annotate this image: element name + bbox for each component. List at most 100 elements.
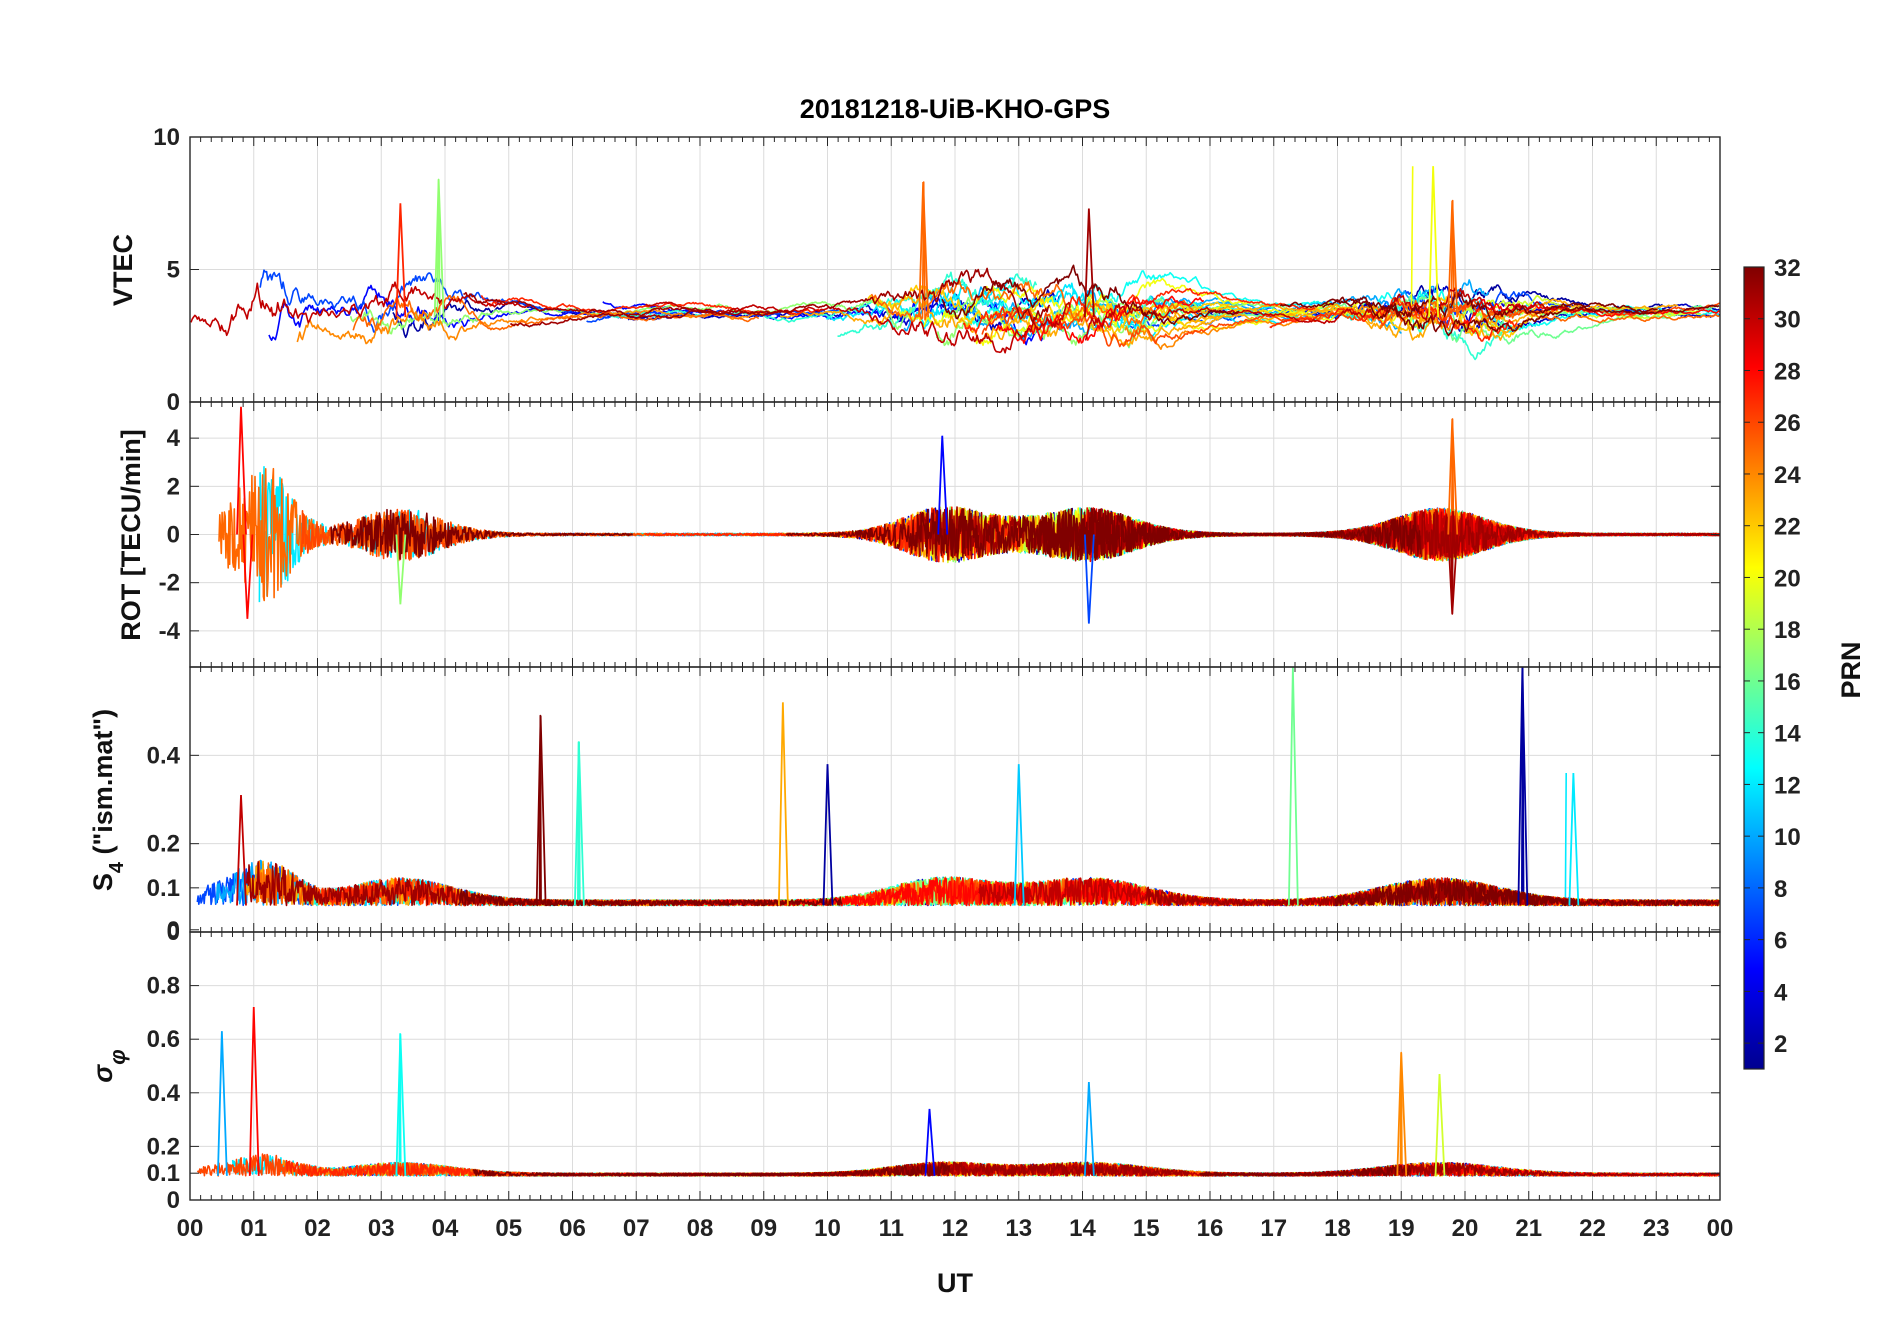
series-prn-31-panel-2-arc-0 [1145, 878, 1481, 907]
peak-1-5 [1447, 418, 1459, 535]
cb-tick-label-6: 14 [1774, 721, 1801, 748]
series-prn-32-panel-3-arc-1 [1199, 1164, 1411, 1177]
y-label-sigma-main: σ [88, 1064, 118, 1083]
series-prn-26-panel-0-arc-1 [981, 299, 1539, 348]
cb-tick-label-0: 2 [1774, 1031, 1787, 1058]
ytick-label-2-0: 0 [167, 919, 180, 946]
series-prn-20-panel-0-arc-1 [872, 277, 1249, 328]
peak-2-8 [1568, 772, 1580, 906]
xtick-label-10: 10 [814, 1215, 841, 1242]
series-prn-30-panel-0-arc-2 [190, 281, 531, 337]
peak-2-6 [1287, 667, 1299, 906]
cb-tick-label-11: 24 [1774, 462, 1801, 489]
xtick-label-14: 14 [1069, 1215, 1096, 1242]
cb-tick-label-13: 28 [1774, 358, 1801, 385]
cb-tick-label-9: 20 [1774, 565, 1801, 592]
peak-1-2 [395, 534, 407, 605]
ytick-label-2-4: 0.4 [147, 742, 181, 769]
xtick-label-16: 16 [1197, 1215, 1224, 1242]
ytick-label-3-0: 0 [167, 1187, 180, 1214]
xtick-label-19: 19 [1388, 1215, 1415, 1242]
ytick-label-0-0: 0 [167, 389, 180, 416]
series-prn-32-panel-0-arc-1 [941, 264, 1240, 325]
series-prn-22-panel-0-arc-0 [1089, 294, 1562, 338]
peak-2-1 [535, 715, 547, 906]
xtick-label-12: 12 [942, 1215, 969, 1242]
colorbar-gradient [1744, 267, 1764, 1069]
peak-2-4 [822, 764, 834, 906]
cb-tick-label-14: 30 [1774, 307, 1801, 334]
ytick-label-3-4: 0.6 [147, 1026, 180, 1053]
series-prn-30-panel-0-arc-1 [1084, 287, 1604, 341]
y-label-vtec: VTEC [108, 234, 138, 306]
series-prn-24-panel-3-arc-0 [1111, 1051, 1498, 1177]
peak-1-6 [1447, 534, 1459, 615]
peak-0-5 [1447, 200, 1459, 318]
cb-tick-label-4: 10 [1774, 824, 1801, 851]
y-label-sigma-phi: σφ [88, 1049, 130, 1082]
ytick-label-1-3: 2 [167, 473, 180, 500]
series-prn-13-panel-3-arc-1 [312, 1033, 682, 1177]
x-axis-label: UT [937, 1268, 973, 1298]
series-prn-32-panel-1-arc-1 [1029, 508, 1422, 561]
peak-2-0 [236, 795, 247, 906]
panel-3-series [196, 1007, 1720, 1177]
series-prn-32-panel-2-arc-0 [1468, 882, 1720, 907]
panel-1-series [218, 406, 1720, 624]
series-prn-23-panel-0-arc-2 [779, 294, 1220, 347]
series-prn-2-panel-2-arc-1 [1372, 667, 1576, 907]
cb-tick-label-10: 22 [1774, 514, 1801, 541]
panel-2-series [196, 667, 1720, 907]
series-prn-2-panel-2-arc-0 [1471, 667, 1720, 907]
series-prn-32-panel-2-arc-2 [1334, 878, 1571, 907]
y-axis-labels: VTEC ROT [TECU/min] S4 ("ism.mat") σφ [88, 234, 146, 1083]
xtick-label-15: 15 [1133, 1215, 1160, 1242]
series-prn-32-panel-0-arc-2 [1322, 293, 1658, 321]
series-lines [190, 166, 1720, 1177]
xtick-label-0: 00 [177, 1215, 204, 1242]
peak-2-5 [1013, 764, 1025, 906]
series-prn-30-panel-2-arc-0 [978, 877, 1375, 907]
peak-2-2 [573, 742, 585, 906]
ytick-label-1-0: -4 [159, 618, 181, 645]
series-prn-32-panel-3-arc-2 [534, 1172, 795, 1177]
cb-tick-label-3: 8 [1774, 876, 1787, 903]
xtick-label-21: 21 [1515, 1215, 1542, 1242]
ytick-label-3-3: 0.4 [147, 1080, 181, 1107]
peak-1-3 [937, 435, 949, 535]
cb-tick-label-1: 4 [1774, 979, 1788, 1006]
colorbar-frame [1743, 266, 1765, 1070]
xtick-label-7: 07 [623, 1215, 650, 1242]
peak-2-7 [1517, 667, 1529, 906]
peak-1-0 [236, 406, 247, 535]
xtick-label-13: 13 [1005, 1215, 1032, 1242]
series-prn-32-panel-2-arc-1 [457, 714, 843, 907]
cb-tick-label-2: 6 [1774, 928, 1787, 955]
ytick-label-2-1: 0 [167, 917, 180, 944]
chart-title: 20181218-UiB-KHO-GPS [800, 94, 1111, 124]
peak-2-3 [777, 702, 789, 906]
xtick-label-24: 00 [1707, 1215, 1734, 1242]
series-prn-25-panel-0-arc-0 [870, 181, 1198, 326]
y-label-rot: ROT [TECU/min] [116, 429, 146, 640]
xtick-label-11: 11 [879, 1215, 904, 1242]
ytick-label-2-2: 0.1 [147, 875, 180, 902]
series-prn-31-panel-0-arc-1 [510, 267, 1051, 328]
ytick-label-3-5: 0.8 [147, 973, 180, 1000]
cb-tick-label-7: 16 [1774, 669, 1801, 696]
peak-1-4 [1083, 534, 1095, 624]
ytick-label-2-3: 0.2 [147, 831, 180, 858]
cb-tick-label-12: 26 [1774, 410, 1801, 437]
xtick-label-2: 02 [304, 1215, 331, 1242]
ytick-label-3-1: 0.1 [147, 1160, 180, 1187]
xtick-label-3: 03 [368, 1215, 395, 1242]
series-prn-25-panel-0-arc-2 [352, 295, 760, 331]
y-label-s4-rest: ("ism.mat") [88, 709, 118, 862]
xtick-label-5: 05 [495, 1215, 522, 1242]
peak-3-6 [1434, 1073, 1446, 1176]
ytick-label-1-1: -2 [159, 570, 180, 597]
series-prn-32-panel-1-arc-2 [330, 508, 634, 560]
xtick-label-1: 01 [240, 1215, 267, 1242]
